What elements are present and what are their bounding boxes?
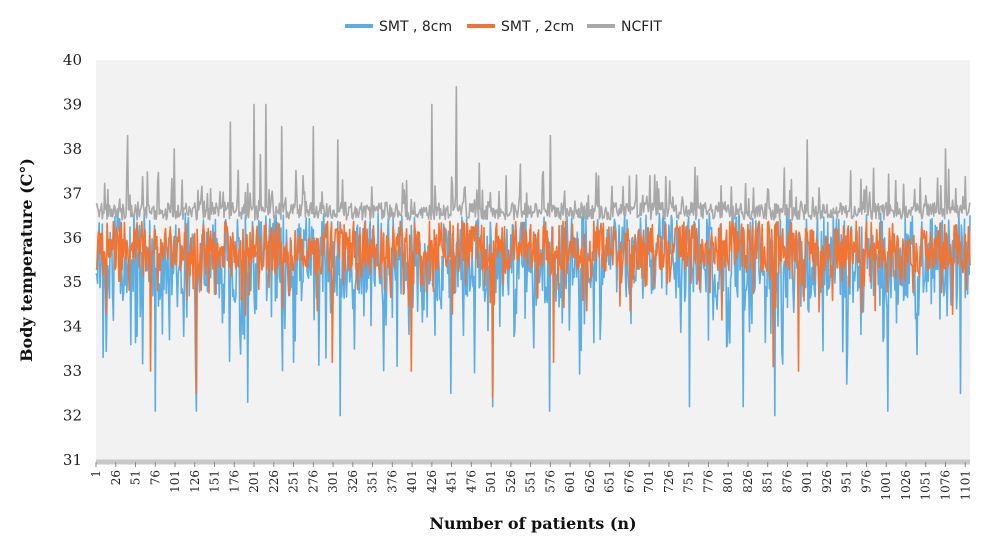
x-tick-label: 1 <box>89 470 103 478</box>
y-axis-title: Body temperature (C°) <box>17 158 36 362</box>
x-tick-label: 451 <box>445 470 459 493</box>
y-tick-label: 31 <box>63 451 82 469</box>
x-tick-label: 826 <box>741 470 755 493</box>
y-tick-label: 37 <box>63 184 82 202</box>
y-tick-label: 39 <box>63 95 82 113</box>
legend-label: SMT , 8cm <box>379 19 452 35</box>
x-tick-label: 1101 <box>958 470 972 501</box>
x-tick-label: 76 <box>148 470 162 485</box>
x-tick-label: 676 <box>622 470 636 493</box>
x-tick-label: 376 <box>385 470 399 493</box>
y-tick-label: 38 <box>63 140 82 158</box>
x-tick-label: 751 <box>682 470 696 493</box>
x-tick-label: 726 <box>662 470 676 493</box>
x-axis: 1 26 51 76 101 126 151 176 201 226 251 276 301 326 351… <box>89 462 972 501</box>
x-tick-label: 1026 <box>899 470 913 501</box>
legend-label: SMT , 2cm <box>501 19 574 35</box>
series-layer <box>95 85 971 417</box>
x-axis-title: Number of patients (n) <box>429 514 636 533</box>
legend: SMT , 8cm SMT , 2cm NCFIT <box>345 19 662 35</box>
y-axis: 31 32 33 34 35 36 37 38 39 40 <box>63 51 82 469</box>
x-tick-label: 176 <box>227 470 241 493</box>
x-tick-label: 401 <box>405 470 419 493</box>
x-tick-label: 326 <box>346 470 360 493</box>
x-tick-label: 1001 <box>879 470 893 501</box>
x-tick-label: 901 <box>800 470 814 493</box>
x-tick-label: 276 <box>306 470 320 493</box>
series-line-2 <box>95 85 971 221</box>
x-tick-label: 476 <box>464 470 478 493</box>
x-tick-label: 951 <box>840 470 854 493</box>
y-tick-label: 36 <box>63 229 82 247</box>
x-tick-label: 601 <box>563 470 577 493</box>
y-tick-label: 40 <box>63 51 82 69</box>
x-tick-label: 926 <box>820 470 834 493</box>
x-tick-label: 851 <box>761 470 775 493</box>
x-tick-label: 1076 <box>939 470 953 501</box>
x-tick-label: 151 <box>208 470 222 493</box>
x-tick-label: 26 <box>109 470 123 485</box>
y-tick-label: 33 <box>63 362 82 380</box>
x-tick-label: 651 <box>603 470 617 493</box>
x-tick-label: 1051 <box>919 470 933 501</box>
x-tick-label: 101 <box>168 470 182 493</box>
x-tick-label: 351 <box>366 470 380 493</box>
x-tick-label: 51 <box>129 470 143 485</box>
legend-label: NCFIT <box>621 19 662 35</box>
x-tick-label: 551 <box>524 470 538 493</box>
x-tick-label: 526 <box>504 470 518 493</box>
y-tick-label: 32 <box>63 407 82 425</box>
y-tick-label: 35 <box>63 273 82 291</box>
series-line-1 <box>95 220 971 399</box>
x-tick-label: 226 <box>267 470 281 493</box>
x-tick-label: 801 <box>721 470 735 493</box>
x-tick-label: 201 <box>247 470 261 493</box>
x-tick-label: 626 <box>583 470 597 493</box>
x-tick-label: 976 <box>859 470 873 493</box>
x-tick-label: 576 <box>543 470 557 493</box>
x-tick-label: 876 <box>780 470 794 493</box>
x-tick-label: 251 <box>287 470 301 493</box>
x-tick-label: 501 <box>484 470 498 493</box>
x-tick-label: 126 <box>188 470 202 493</box>
x-tick-label: 426 <box>425 470 439 493</box>
x-tick-label: 301 <box>326 470 340 493</box>
y-tick-label: 34 <box>63 318 82 336</box>
x-tick-label: 776 <box>701 470 715 493</box>
x-tick-label: 701 <box>642 470 656 493</box>
